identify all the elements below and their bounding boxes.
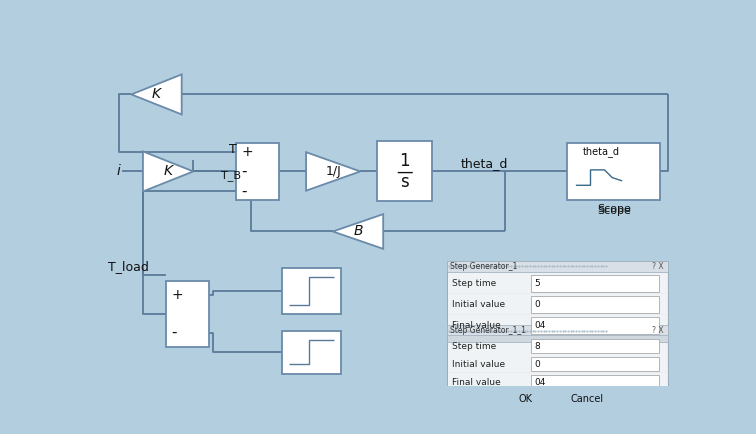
FancyBboxPatch shape: [447, 335, 668, 342]
Text: s: s: [400, 173, 409, 191]
Text: -: -: [241, 184, 247, 199]
Text: Step time: Step time: [452, 279, 496, 288]
FancyBboxPatch shape: [447, 261, 668, 338]
FancyBboxPatch shape: [531, 339, 659, 353]
Text: 1/J: 1/J: [325, 165, 341, 178]
Text: Initial value: Initial value: [452, 360, 505, 369]
FancyBboxPatch shape: [531, 375, 659, 388]
Polygon shape: [333, 214, 383, 249]
FancyBboxPatch shape: [448, 315, 668, 335]
FancyBboxPatch shape: [560, 394, 613, 405]
FancyBboxPatch shape: [567, 142, 660, 201]
Text: K: K: [163, 164, 172, 178]
Text: Final value: Final value: [452, 321, 500, 330]
Text: 1: 1: [399, 151, 410, 170]
Text: theta_d: theta_d: [583, 146, 620, 157]
Text: Final value: Final value: [452, 378, 500, 387]
FancyBboxPatch shape: [448, 373, 668, 390]
FancyBboxPatch shape: [531, 357, 659, 371]
FancyBboxPatch shape: [448, 273, 668, 293]
Text: 04: 04: [534, 321, 546, 330]
Text: -: -: [241, 164, 247, 179]
Text: Step Generator_1_1: Step Generator_1_1: [451, 326, 526, 335]
Text: T: T: [228, 143, 237, 156]
FancyBboxPatch shape: [502, 394, 549, 405]
Text: T_B: T_B: [221, 170, 241, 181]
Text: theta_d: theta_d: [461, 157, 509, 170]
Text: -: -: [172, 325, 177, 340]
Polygon shape: [143, 151, 194, 191]
FancyBboxPatch shape: [236, 142, 278, 201]
Text: i: i: [116, 164, 120, 178]
Text: 04: 04: [534, 378, 546, 387]
Text: —: —: [396, 162, 413, 181]
Text: T_load: T_load: [108, 260, 150, 273]
Text: Step time: Step time: [452, 342, 496, 351]
FancyBboxPatch shape: [447, 326, 668, 408]
Text: Scope: Scope: [596, 207, 631, 217]
FancyBboxPatch shape: [531, 275, 659, 292]
Text: 8: 8: [534, 342, 540, 351]
Text: B: B: [353, 224, 363, 239]
Text: +: +: [172, 288, 183, 302]
FancyBboxPatch shape: [448, 294, 668, 314]
Text: Cancel: Cancel: [570, 395, 603, 404]
FancyBboxPatch shape: [447, 326, 668, 336]
FancyBboxPatch shape: [531, 317, 659, 334]
FancyBboxPatch shape: [377, 141, 432, 201]
Text: OK: OK: [519, 395, 532, 404]
FancyBboxPatch shape: [448, 338, 668, 355]
FancyBboxPatch shape: [448, 355, 668, 372]
FancyBboxPatch shape: [283, 268, 340, 314]
Text: ? X: ? X: [652, 262, 663, 271]
Text: +: +: [241, 145, 253, 159]
FancyBboxPatch shape: [531, 296, 659, 313]
Text: Step Generator_1: Step Generator_1: [451, 262, 518, 271]
FancyBboxPatch shape: [166, 281, 209, 347]
Text: ? X: ? X: [652, 326, 663, 335]
Text: K: K: [152, 87, 161, 102]
FancyBboxPatch shape: [283, 331, 340, 374]
FancyBboxPatch shape: [447, 261, 668, 272]
Text: Scope: Scope: [596, 204, 631, 214]
Text: 5: 5: [534, 279, 540, 288]
Text: Initial value: Initial value: [452, 300, 505, 309]
Polygon shape: [132, 74, 181, 115]
Polygon shape: [306, 152, 361, 191]
Text: 0: 0: [534, 300, 540, 309]
Text: 0: 0: [534, 360, 540, 369]
